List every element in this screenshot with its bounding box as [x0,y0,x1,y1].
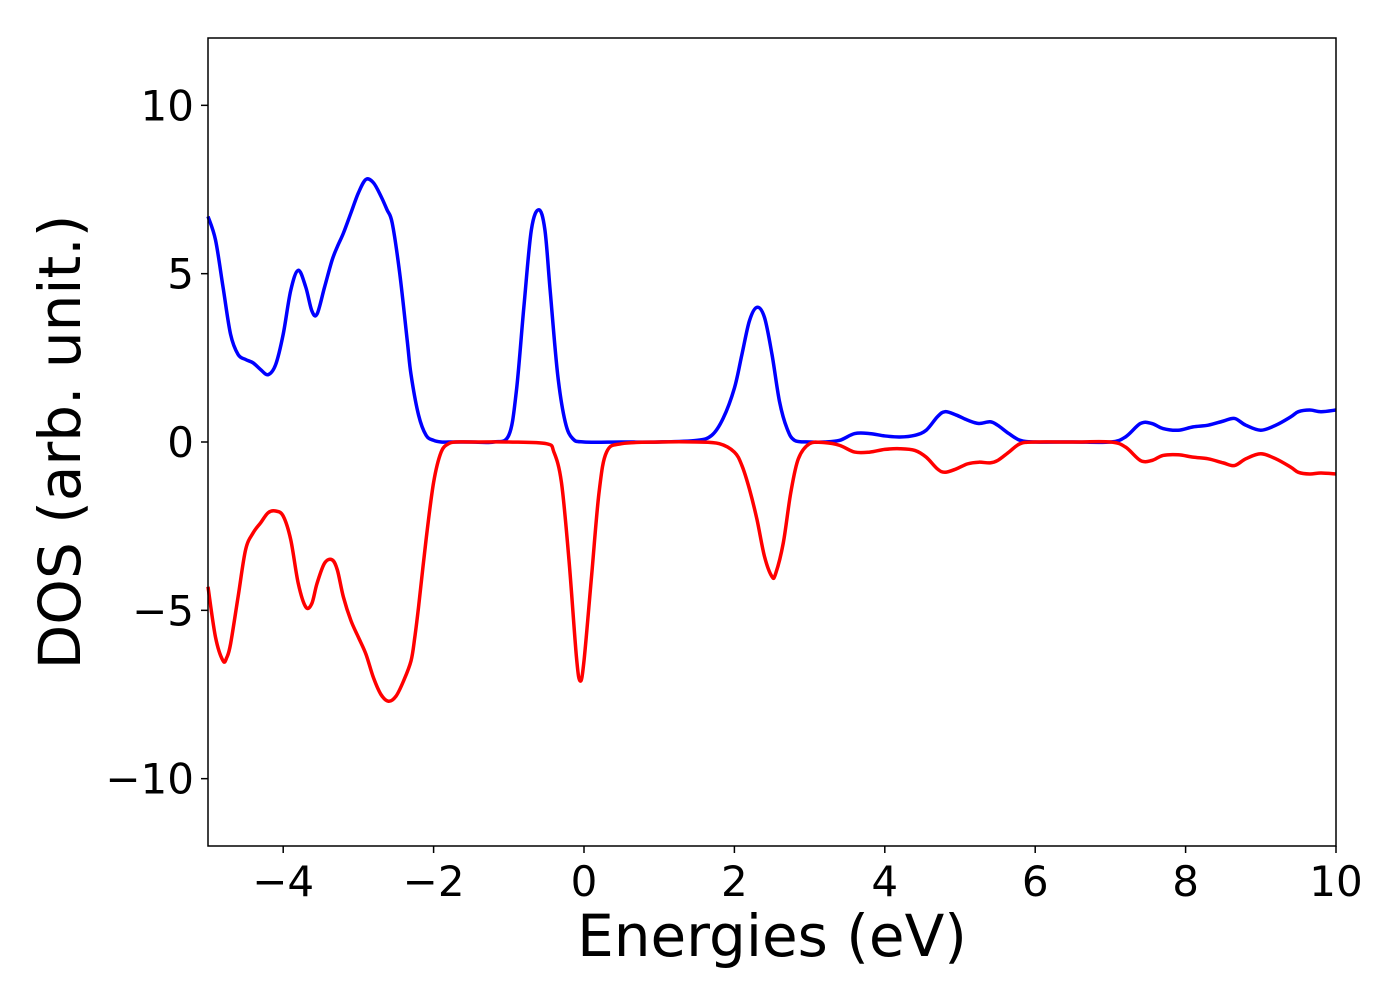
series-line-spin-down [206,439,1337,703]
x-tick-label: 2 [721,857,748,906]
y-axis-ticks: −10 −5 0 5 10 [105,81,208,804]
x-axis-label: Energies (eV) [577,902,967,970]
x-tick-label: 8 [1172,857,1199,906]
x-tick-label: 4 [871,857,898,906]
plot-background [208,38,1336,846]
y-tick-label: 5 [167,250,194,299]
x-tick-label: 6 [1022,857,1049,906]
x-tick-label: 10 [1309,857,1362,906]
y-tick-label: 0 [167,418,194,467]
x-tick-label: −4 [252,857,314,906]
y-tick-label: −5 [132,586,194,635]
y-tick-label: 10 [141,81,194,130]
x-tick-label: −2 [403,857,465,906]
y-tick-label: −10 [105,755,194,804]
series-layer [206,177,1337,703]
y-axis-label: DOS (arb. unit.) [26,215,94,670]
x-axis-ticks: −4 −2 0 2 4 6 8 10 [252,846,1363,906]
x-tick-label: 0 [571,857,598,906]
